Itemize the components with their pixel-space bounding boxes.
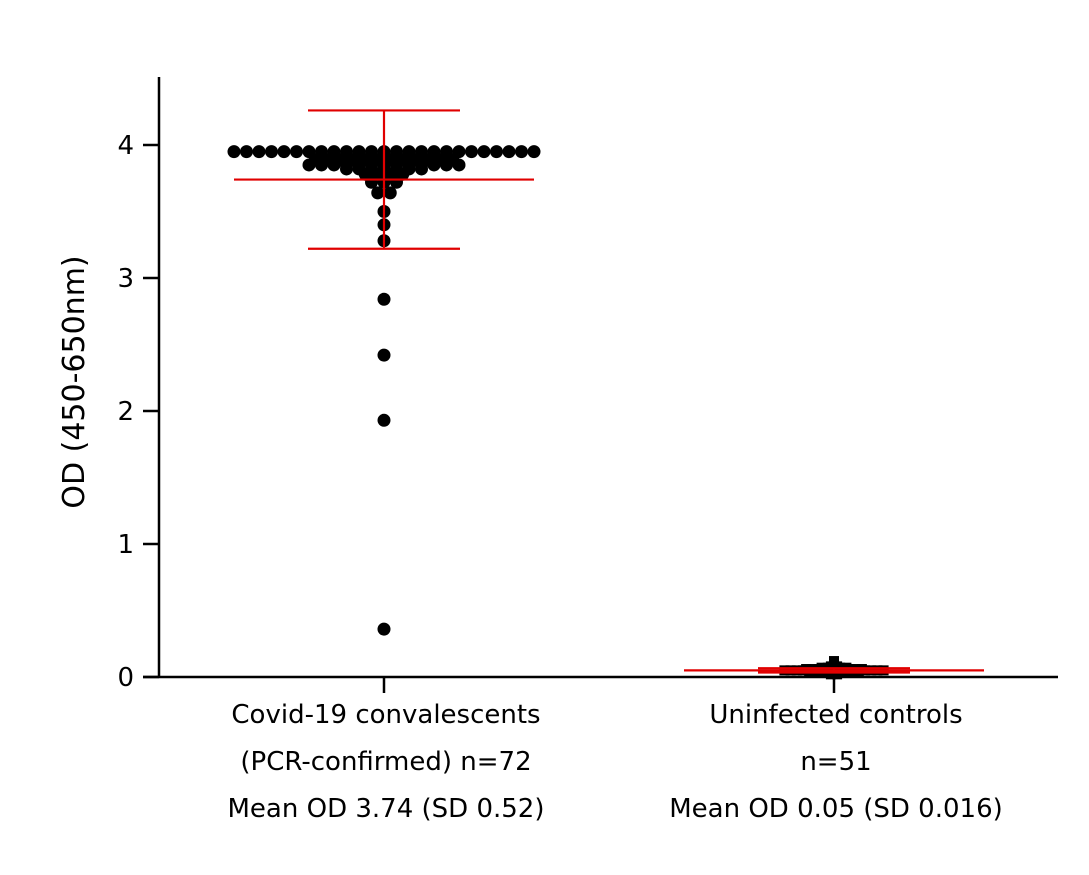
data-point <box>315 158 328 172</box>
data-point <box>371 186 385 200</box>
data-point <box>377 348 391 362</box>
data-point <box>377 622 391 636</box>
data-point <box>832 661 843 672</box>
data-point <box>252 145 266 159</box>
data-point <box>240 145 253 159</box>
data-point <box>340 162 353 176</box>
data-point <box>227 145 241 159</box>
axes <box>143 77 1058 679</box>
data-points <box>227 145 889 680</box>
data-point <box>277 145 291 159</box>
data-point <box>825 669 836 680</box>
data-point <box>452 158 466 172</box>
data-point <box>465 145 478 159</box>
data-point <box>440 158 453 172</box>
x-category-label: Mean OD 0.05 (SD 0.016) <box>669 794 1003 824</box>
y-ticks: 0 1 2 3 4 <box>117 131 159 693</box>
y-tick-label: 3 <box>117 264 134 294</box>
mean-sd-bars <box>234 109 984 674</box>
data-point <box>327 158 341 172</box>
data-point <box>515 145 528 159</box>
data-point <box>832 669 843 680</box>
data-point <box>502 145 516 159</box>
data-point <box>415 162 428 176</box>
data-point <box>290 145 303 159</box>
data-point <box>377 292 391 306</box>
x-category-label: n=51 <box>800 747 871 777</box>
data-point <box>427 158 441 172</box>
data-point <box>265 145 278 159</box>
x-category-label: Covid-19 convalescents <box>231 700 540 730</box>
x-category-label: (PCR-confirmed) n=72 <box>240 747 531 777</box>
data-point <box>302 158 316 172</box>
y-tick-label: 2 <box>117 397 134 427</box>
data-point <box>490 145 503 159</box>
y-tick-label: 4 <box>117 131 134 161</box>
data-point <box>527 145 541 159</box>
data-point <box>825 661 836 672</box>
data-point <box>477 145 491 159</box>
data-point <box>383 186 397 200</box>
x-category-label: Uninfected controls <box>709 700 962 730</box>
data-point <box>829 656 839 667</box>
x-categories: Covid-19 convalescents (PCR-confirmed) n=… <box>228 677 1003 824</box>
y-tick-label: 0 <box>117 663 134 693</box>
data-point <box>377 413 391 427</box>
x-category-label: Mean OD 3.74 (SD 0.52) <box>228 794 545 824</box>
y-tick-label: 1 <box>117 530 134 560</box>
y-axis-title: OD (450-650nm) <box>57 255 92 508</box>
